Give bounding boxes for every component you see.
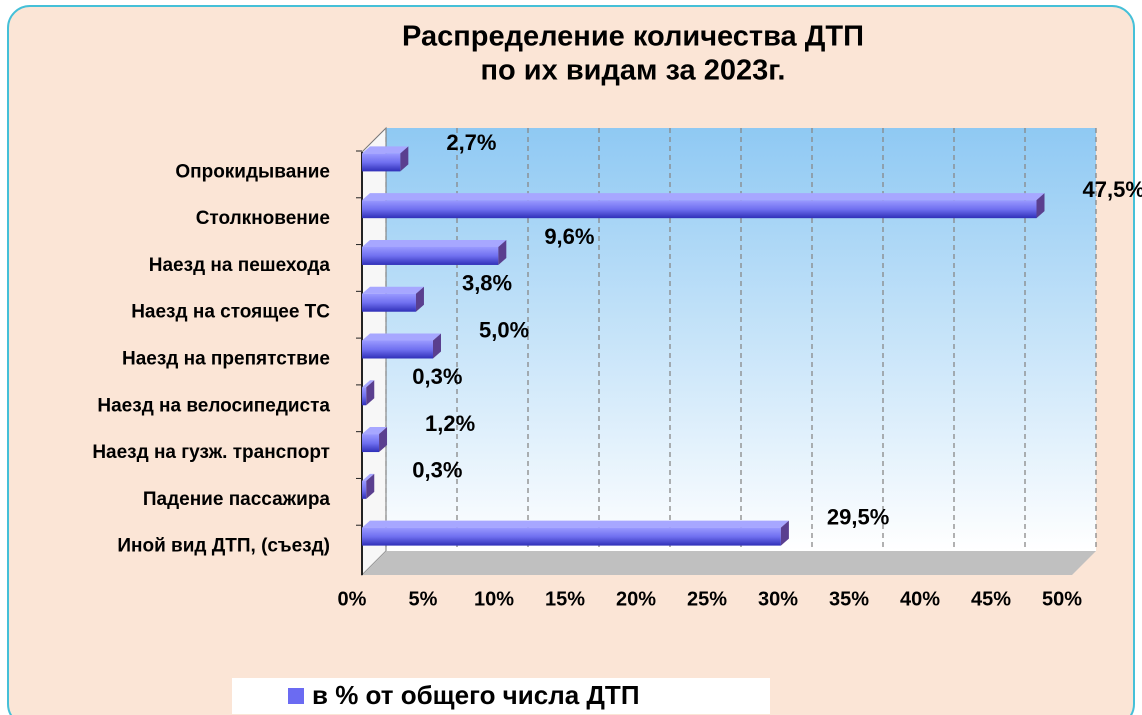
y-tick-label: Наезд на препятствие — [122, 349, 330, 370]
value-label: 47,5% — [1083, 177, 1142, 202]
bar — [362, 333, 441, 359]
bar — [362, 520, 789, 546]
chart-title: Распределение количества ДТП — [402, 21, 864, 53]
y-tick-label: Иной вид ДТП, (съезд) — [117, 536, 330, 557]
bar — [362, 146, 409, 172]
x-tick-label: 45% — [971, 588, 1011, 610]
x-tick-label: 15% — [545, 588, 585, 610]
value-label: 9,6% — [544, 224, 594, 249]
y-tick-label: Столкновение — [196, 208, 330, 229]
value-label: 0,3% — [412, 364, 462, 389]
value-label: 29,5% — [827, 504, 889, 529]
bar — [362, 473, 375, 499]
y-tick-label: Опрокидывание — [175, 161, 330, 182]
value-label: 1,2% — [425, 411, 475, 436]
bar — [362, 380, 375, 406]
bar — [362, 193, 1045, 219]
x-tick-label: 35% — [829, 588, 869, 610]
y-tick-label: Наезд на гузж. транспорт — [92, 442, 330, 463]
legend-box — [232, 678, 770, 714]
y-tick-label: Падение пассажира — [143, 489, 331, 510]
floor — [362, 551, 1096, 575]
y-tick-label: Наезд на пешехода — [149, 255, 331, 276]
legend-swatch — [288, 688, 304, 704]
x-tick-label: 50% — [1042, 588, 1082, 610]
x-tick-label: 40% — [900, 588, 940, 610]
bar — [362, 239, 507, 265]
x-tick-label: 25% — [687, 588, 727, 610]
value-label: 2,7% — [446, 130, 496, 155]
value-label: 5,0% — [479, 317, 529, 342]
y-tick-label: Наезд на велосипедиста — [97, 395, 330, 416]
legend-label: в % от общего числа ДТП — [312, 680, 640, 710]
x-tick-label: 10% — [474, 588, 514, 610]
value-label: 0,3% — [412, 458, 462, 483]
x-tick-label: 20% — [616, 588, 656, 610]
bar — [362, 427, 388, 453]
x-tick-label: 0% — [338, 588, 367, 610]
value-label: 3,8% — [462, 271, 512, 296]
y-tick-label: Наезд на стоящее ТС — [131, 302, 330, 323]
x-tick-label: 30% — [758, 588, 798, 610]
bar — [362, 286, 424, 312]
x-tick-label: 5% — [409, 588, 438, 610]
chart-title: по их видам за 2023г. — [481, 55, 786, 87]
